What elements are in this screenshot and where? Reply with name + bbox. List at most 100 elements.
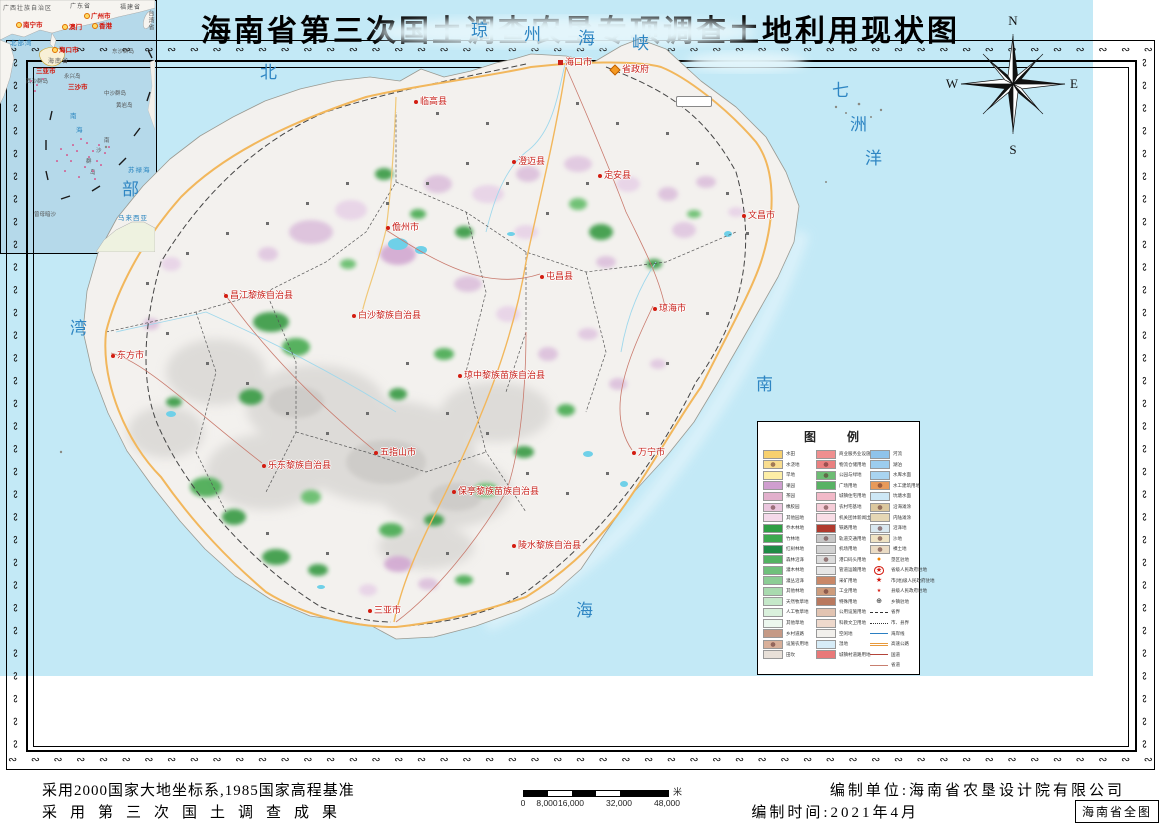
town-marker [666,132,669,135]
legend-row: ★ 市(地)级人民政府驻地 [870,576,935,587]
legend-label: 设施农用地 [786,641,809,647]
islet-dot [56,160,58,162]
inset-label: 广州市 [84,10,111,20]
legend-swatch [816,460,836,470]
town-marker [306,202,309,205]
legend-row: 广场用地 [816,481,884,492]
city-marker-icon [742,213,746,218]
legend-label: 天然牧草地 [786,598,809,604]
legend-label: 水工建筑用地 [893,482,920,488]
legend-row: 空闲地 [816,628,884,639]
city-marker-icon [632,450,636,455]
legend-row: 设施农用地 [763,639,809,650]
town-marker [226,232,229,235]
islet-dot [94,178,96,180]
legend-swatch [763,481,783,491]
legend-label: 物流仓储用地 [839,461,866,467]
legend-row: 轨道交通用地 [816,533,884,544]
legend-row: 红树林地 [763,544,809,555]
legend-label: 乡镇驻地 [891,598,909,604]
legend-swatch [870,460,890,470]
islet-dot [34,90,36,92]
legend-label: 铁路用地 [839,525,857,531]
legend-label: 省界 [891,609,900,615]
scale-tick: 32,000 [606,798,632,808]
legend-label: 其他草地 [786,620,804,626]
map-graphics: N S W E [59,13,1078,640]
legend-label: 省道 [891,662,900,668]
islet-dot [66,154,68,156]
inset-label: 三亚市 [36,68,56,75]
legend-label: 森林沼泽 [786,556,804,562]
town-marker [186,252,189,255]
legend-swatch [763,586,783,596]
legend-column-3: 河流 湖泊 水库水面 水工建筑用地 坑塘水面 沿海滩涂 内陆滩涂 沼泽地 沙地 裸土地 ● 垦区驻地 ★… [870,449,935,670]
islet-dot [96,160,98,162]
legend-swatch [870,470,890,480]
legend-row: 水库水面 [870,470,935,481]
legend-label: 果园 [786,482,795,488]
capital-marker-icon [52,47,58,54]
legend-swatch [816,565,836,575]
legend-row: 机关团体新闻出版用地 [816,512,884,523]
legend-swatch [763,449,783,459]
legend-label: 公园与绿地 [839,472,862,478]
sea-label: 七 [832,81,850,100]
sea-label: 峡 [632,34,650,53]
legend-row: 沼泽地 [870,523,935,534]
legend-row: 其他林地 [763,586,809,597]
legend-row: 特殊用地 [816,597,884,608]
legend-label: 港口码头用地 [839,556,866,562]
city-label: 省政府 [609,62,649,76]
town-marker [576,102,579,105]
inset-label: 三沙市 [68,84,88,91]
scale-tick: 48,000 [654,798,680,808]
legend-swatch [763,576,783,586]
inset-label: 香港 [92,20,112,30]
town-marker [446,412,449,415]
inset-label: 马来西亚 [118,215,148,222]
inset-label: 海 [76,127,84,134]
town-marker [406,362,409,365]
scale-tick: 16,000 [558,798,584,808]
inset-label: 台湾省 [147,10,153,31]
islet-dot [100,164,102,166]
legend-swatch [816,618,836,628]
town-marker [646,412,649,415]
legend-label: 湖泊 [893,461,902,467]
legend-label: 公用设施用地 [839,609,866,615]
sea-label: 海 [578,29,596,48]
city-label: 海口市 [558,55,592,68]
legend-row: 乡村道路 [763,628,809,639]
city-label: 澄迈县 [512,154,545,167]
legend-swatch [763,502,783,512]
legend-label: 水库水面 [893,472,911,478]
islet-dot [30,80,32,82]
city-marker-icon [111,353,115,358]
legend-swatch [816,502,836,512]
town-marker [526,472,529,475]
legend-swatch [763,565,783,575]
town-marker [386,202,389,205]
legend-line-sample [870,664,888,666]
city-marker-icon [352,313,356,318]
town-marker [326,552,329,555]
legend-swatch [816,513,836,523]
sea-label: 海 [576,601,594,620]
town-marker [726,192,729,195]
legend-row: 沿海滩涂 [870,502,935,513]
legend-label: 裸土地 [893,546,907,552]
legend-swatch [816,629,836,639]
legend-row: 河流 [870,449,935,460]
town-marker [566,492,569,495]
legend-label: 垦区驻地 [891,556,909,562]
legend-row: 旱地 [763,470,809,481]
legend-label: 特殊用地 [839,598,857,604]
city-marker-icon [540,274,544,279]
city-label: 乐东黎族自治县 [262,458,331,471]
legend-column-2: 商业服务业设施用地 物流仓储用地 公园与绿地 广场用地 城镇住宅用地 农村宅基地 机关团体新… [816,449,884,660]
map-labels-layer: 琼州海峡北部湾七洲洋南海海口市 省政府 临高县 澄迈县 定安县 文昌市 儋州市 白沙黎族自治县… [70,21,882,620]
legend-label: 农村宅基地 [839,504,862,509]
border-ornament-bottom: ∾ ∾ ∾ ∾ ∾ ∾ ∾ ∾ ∾ ∾ ∾ ∾ ∾ ∾ ∾ ∾ ∾ ∾ ∾ ∾ … [8,753,1152,766]
legend-swatch [870,534,890,544]
